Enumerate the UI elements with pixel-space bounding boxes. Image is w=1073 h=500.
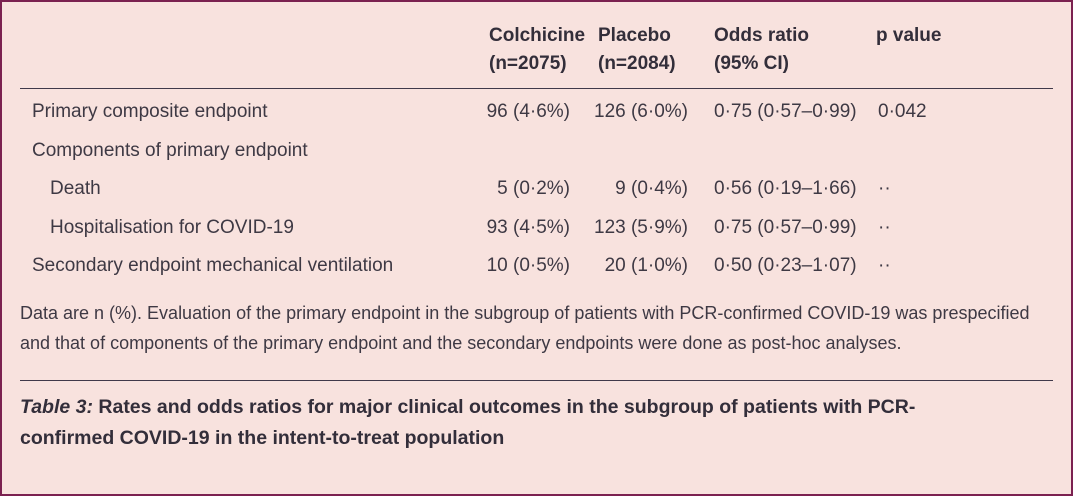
row-label: Components of primary endpoint bbox=[32, 139, 308, 161]
row-label: Secondary endpoint mechanical ventilatio… bbox=[32, 255, 394, 277]
table-row: Hospitalisation for COVID-19 93 (4·5%) 1… bbox=[20, 209, 1053, 248]
row-label: Primary composite endpoint bbox=[32, 101, 268, 123]
table-row: Components of primary endpoint bbox=[20, 132, 1053, 171]
p-value: ·· bbox=[878, 178, 891, 200]
odds-ratio-value: 0·56 (0·19–1·66) bbox=[714, 178, 857, 200]
placebo-value: 9 (0·4%) bbox=[615, 178, 688, 200]
colchicine-value: 96 (4·6%) bbox=[486, 101, 570, 123]
header-divider-rule bbox=[20, 88, 1053, 89]
caption-divider-rule bbox=[20, 379, 1053, 381]
table-row: Primary composite endpoint 96 (4·6%) 126… bbox=[20, 93, 1053, 132]
odds-ratio-value: 0·75 (0·57–0·99) bbox=[714, 216, 857, 238]
table-caption-text: Rates and odds ratios for major clinical… bbox=[20, 395, 916, 449]
odds-ratio-value: 0·50 (0·23–1·07) bbox=[714, 255, 857, 277]
colchicine-value: 5 (0·2%) bbox=[497, 178, 570, 200]
table-content: Colchicine (n=2075) Placebo (n=2084) Odd… bbox=[2, 2, 1071, 454]
row-label: Death bbox=[50, 178, 101, 200]
colchicine-value: 10 (0·5%) bbox=[486, 255, 570, 277]
table-body: Primary composite endpoint 96 (4·6%) 126… bbox=[20, 89, 1053, 286]
colchicine-value: 93 (4·5%) bbox=[486, 216, 570, 238]
column-header-p-value: p value bbox=[876, 25, 942, 46]
table-caption-label: Table 3: bbox=[20, 395, 93, 418]
table-caption: Table 3: Rates and odds ratios for major… bbox=[20, 392, 930, 454]
placebo-value: 20 (1·0%) bbox=[604, 255, 688, 277]
odds-ratio-value: 0·75 (0·57–0·99) bbox=[714, 101, 857, 123]
table-row: Secondary endpoint mechanical ventilatio… bbox=[20, 247, 1053, 286]
table-header-row: Colchicine (n=2075) Placebo (n=2084) Odd… bbox=[20, 2, 1053, 88]
row-label: Hospitalisation for COVID-19 bbox=[50, 216, 294, 238]
placebo-value: 123 (5·9%) bbox=[594, 216, 688, 238]
placebo-value: 126 (6·0%) bbox=[594, 101, 688, 123]
table-footnote: Data are n (%). Evaluation of the primar… bbox=[20, 302, 1030, 353]
column-header-colchicine: Colchicine (n=2075) bbox=[489, 25, 586, 74]
column-header-odds-ratio: Odds ratio (95% CI) bbox=[714, 25, 810, 74]
table-row: Death 5 (0·2%) 9 (0·4%) 0·56 (0·19–1·66)… bbox=[20, 170, 1053, 209]
p-value: ·· bbox=[878, 216, 891, 238]
p-value: ·· bbox=[878, 255, 891, 277]
p-value: 0·042 bbox=[878, 101, 927, 123]
column-header-placebo: Placebo (n=2084) bbox=[598, 25, 676, 74]
